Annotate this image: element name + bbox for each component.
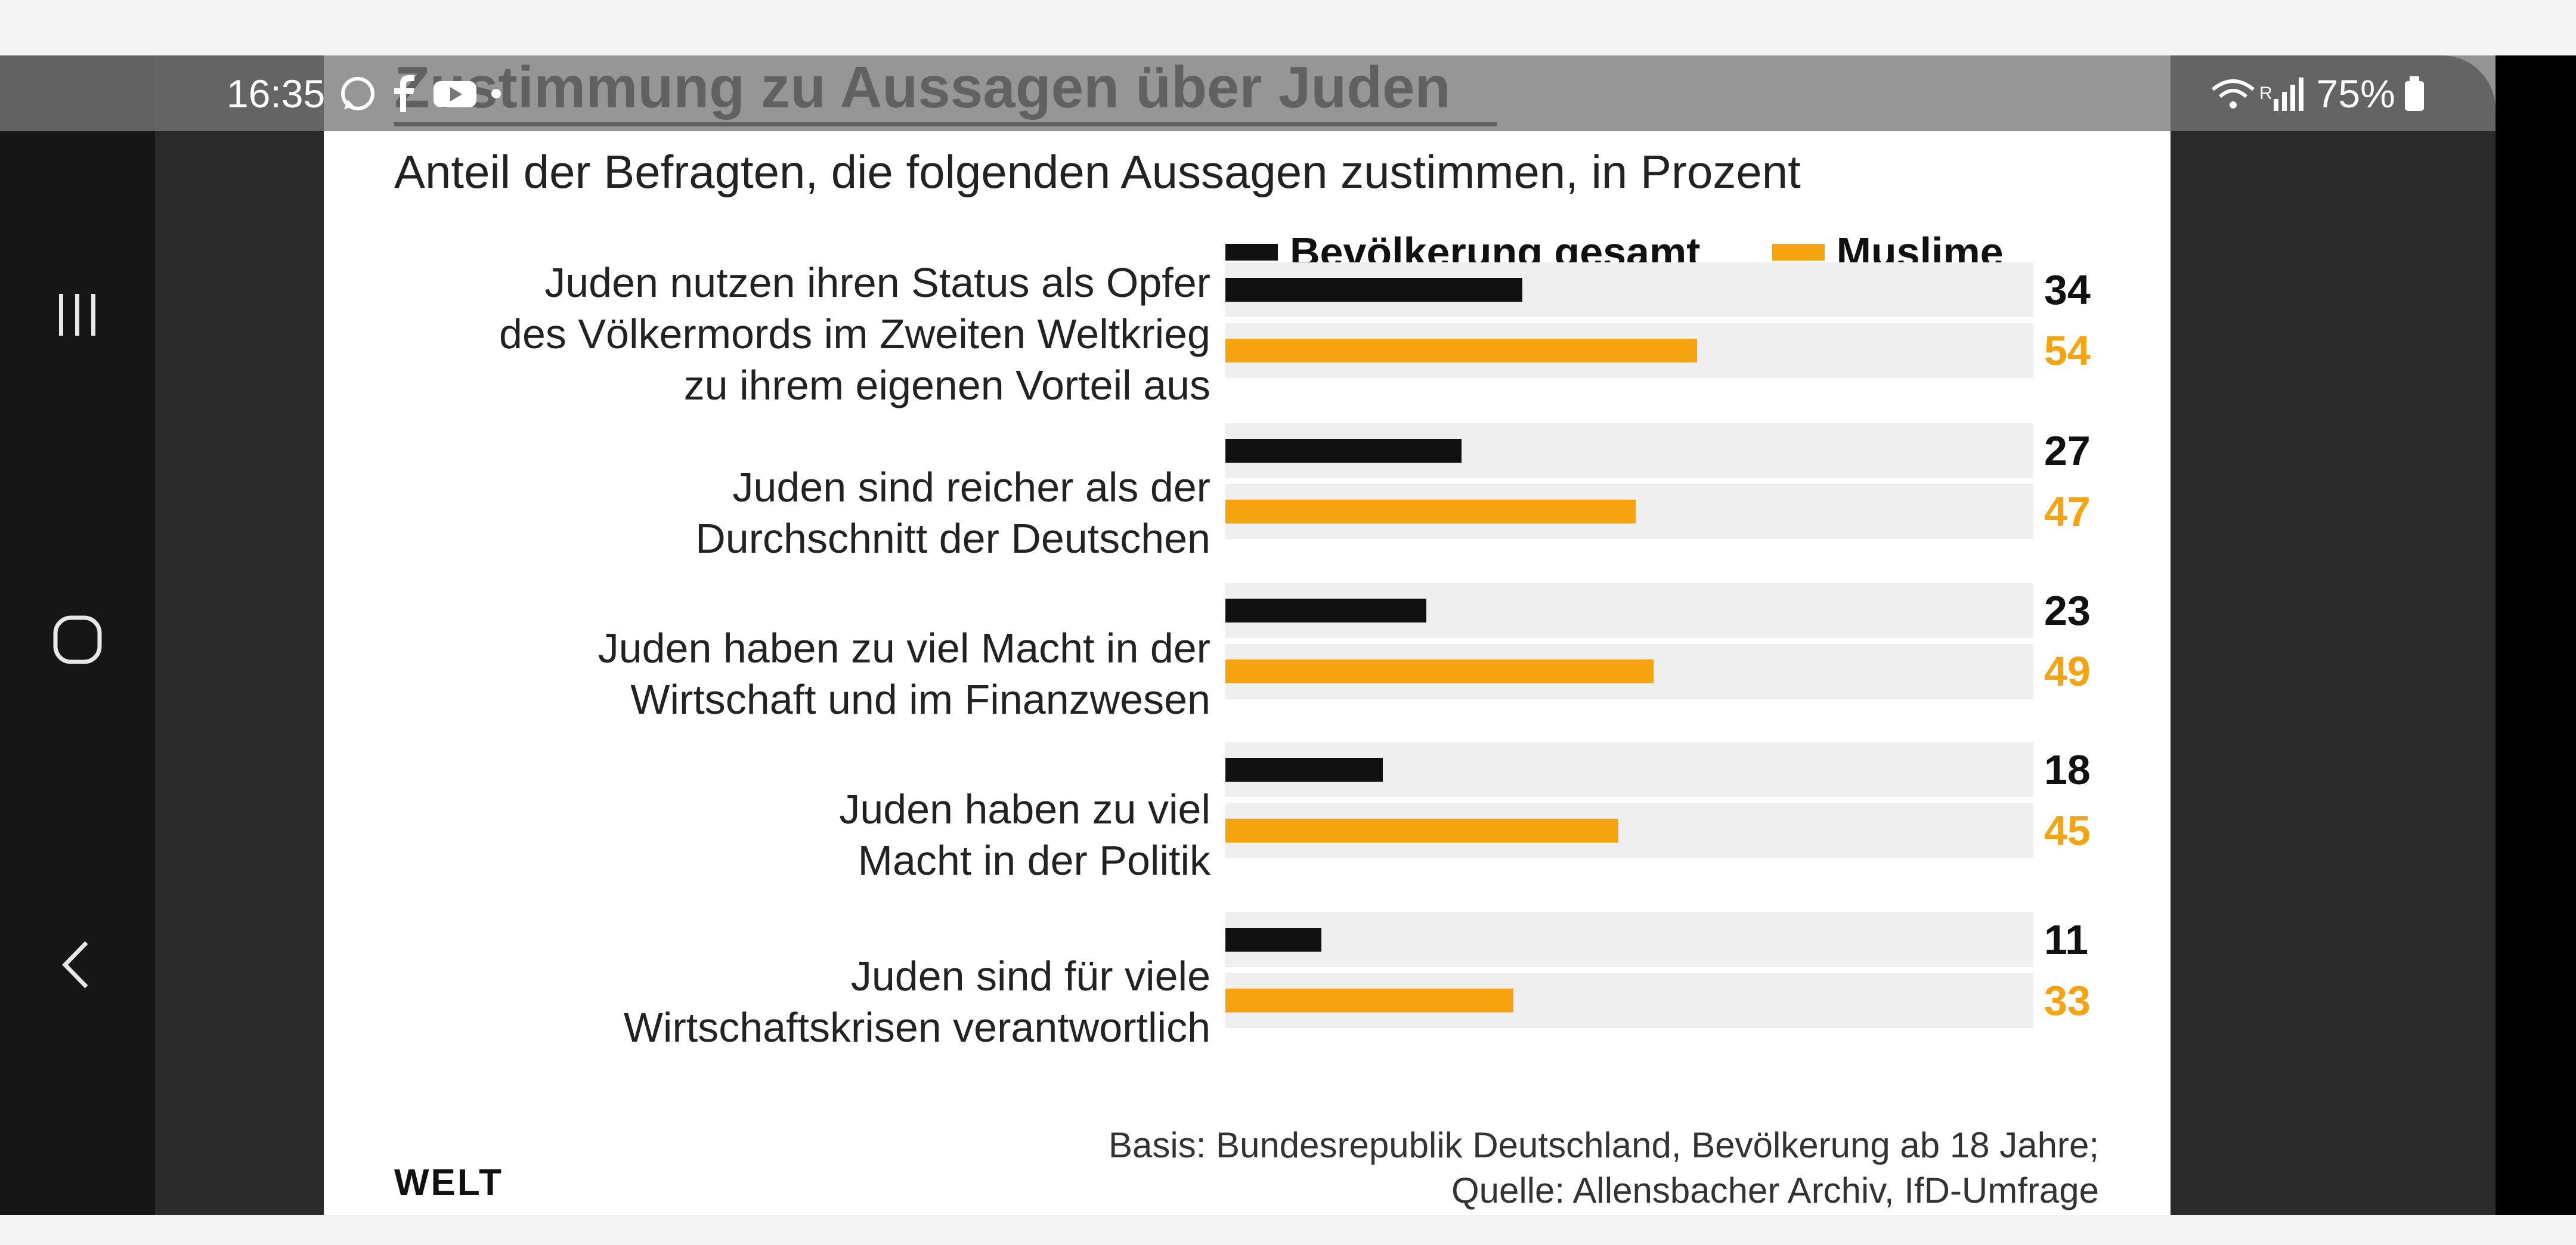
bar-total [1225,599,1426,622]
bar-total [1225,439,1462,463]
home-button[interactable] [33,595,122,685]
title-underline [394,122,1497,126]
battery-icon [2404,76,2424,111]
bar-muslims [1225,339,1697,363]
value-label-muslims: 54 [2044,327,2091,374]
category-label: Juden haben zu viel Macht in der Politik [839,783,1210,886]
category-label-line: Juden sind für viele [850,953,1210,999]
category-label: Juden nutzen ihren Status als Opfer des V… [499,257,1210,411]
chart-title: Zustimmung zu Aussagen über Juden [394,55,1451,120]
navigation-bar [0,55,155,1215]
battery-percent: 75% [2316,71,2395,116]
back-button[interactable] [33,920,122,1009]
value-label-muslims: 49 [2044,648,2091,695]
bar-total [1225,928,1321,952]
bar-total [1225,758,1383,782]
bar-muslims [1225,659,1654,683]
facebook-icon [394,75,415,112]
screen-edge [2496,55,2576,1215]
value-label-total: 11 [2044,916,2088,963]
chart-card: Zustimmung zu Aussagen über Juden Anteil… [324,55,2171,1215]
source-line-quelle: Quelle: Allensbacher Archiv, IfD-Umfrage [1451,1170,2099,1210]
category-label-line: Juden nutzen ihren Status als Opfer [544,259,1210,306]
legend-swatch-muslims [1772,244,1825,261]
category-label: Juden sind für viele Wirtschaftskrisen ve… [624,950,1210,1053]
roaming-indicator: R [2259,83,2272,103]
category-label-line: zu ihrem eigenen Vorteil aus [683,362,1210,408]
status-bar-left: 16:35 [227,55,505,131]
left-gutter [155,131,324,1215]
right-gutter [2171,131,2496,1215]
bar-total [1225,278,1522,302]
category-label: Juden haben zu viel Macht in der Wirtscha… [598,622,1210,725]
value-label-total: 27 [2044,428,2091,474]
chart-subtitle: Anteil der Befragten, die folgenden Auss… [394,145,1801,198]
value-label-total: 18 [2044,747,2091,793]
bar-muslims [1225,989,1513,1012]
bar-muslims [1225,500,1636,524]
category-label-line: Juden sind reicher als der [732,464,1210,510]
source-line-basis: Basis: Bundesrepublik Deutschland, Bevöl… [1108,1125,2099,1165]
youtube-icon [434,80,477,107]
recent-apps-button[interactable] [33,270,122,360]
category-label-line: Macht in der Politik [857,837,1210,884]
notification-dot-icon [491,88,501,98]
signal-icon [2273,77,2303,111]
category-label-line: Wirtschaftskrisen verantwortlich [623,1004,1210,1051]
legend-swatch-total [1225,244,1278,261]
status-bar-right: R 75% [2209,55,2428,131]
category-label-line: des Völkermords im Zweiten Weltkrieg [499,311,1210,357]
bar-muslims [1225,819,1618,843]
category-label-line: Durchschnitt der Deutschen [695,515,1210,562]
category-label-line: Wirtschaft und im Finanzwesen [630,676,1210,723]
whatsapp-icon [341,76,375,110]
recent-apps-icon [59,294,95,336]
home-icon [53,615,102,664]
value-label-total: 34 [2044,267,2091,313]
welt-logo: WELT [394,1162,504,1203]
value-label-muslims: 45 [2044,807,2091,854]
back-icon [62,941,88,989]
category-label-line: Juden haben zu viel [839,786,1210,832]
value-label-muslims: 47 [2044,488,2091,535]
category-label: Juden sind reicher als der Durchschnitt d… [695,462,1210,564]
source-note: Basis: Bundesrepublik Deutschland, Bevöl… [1109,1123,2099,1213]
value-label-muslims: 33 [2044,977,2091,1024]
bar-track [1225,912,2033,967]
status-time: 16:35 [227,71,326,116]
category-label-line: Juden haben zu viel Macht in der [597,625,1210,671]
value-label-total: 23 [2044,587,2091,634]
wifi-icon [2212,79,2255,109]
